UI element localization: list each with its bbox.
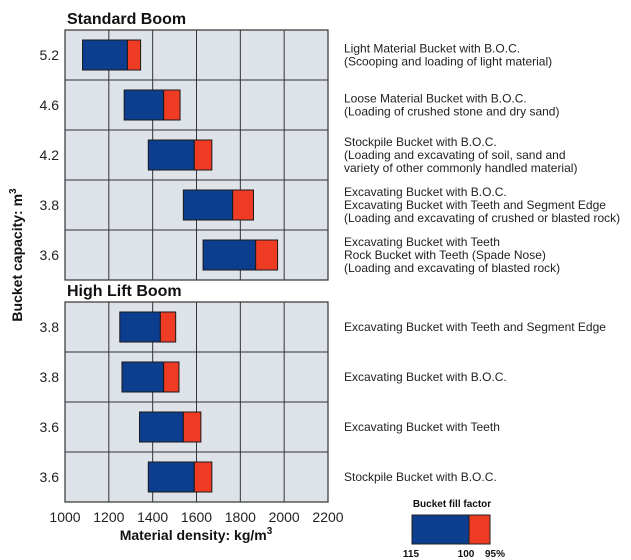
- bar-fill-115-100: [119, 311, 161, 343]
- bucket-description: Excavating Bucket with B.O.C. Excavating …: [344, 185, 620, 225]
- y-tick-label: 3.8: [40, 369, 60, 385]
- legend-fill-100-95: [468, 514, 491, 545]
- chart-marks: [82, 39, 279, 493]
- bar-fill-115-100: [147, 461, 195, 493]
- legend-label-100: 100: [458, 549, 475, 560]
- x-tick-label: 2000: [269, 509, 300, 525]
- legend-fill-115-100: [411, 514, 470, 545]
- y-tick-label: 3.8: [40, 319, 60, 335]
- bar-fill-115-100: [139, 411, 184, 443]
- bar-fill-115-100: [82, 39, 128, 71]
- bar-fill-100-95: [193, 139, 213, 171]
- x-tick-label: 1600: [181, 509, 212, 525]
- y-tick-label: 3.6: [40, 419, 60, 435]
- y-tick-label: 5.2: [40, 47, 60, 63]
- bar-fill-115-100: [123, 89, 165, 121]
- x-tick-label: 1200: [93, 509, 124, 525]
- bucket-description: Stockpile Bucket with B.O.C. (Loading and…: [344, 135, 577, 175]
- chart-labels: Standard Boom 5.2 Light Material Bucket wi…: [40, 11, 621, 525]
- bucket-description: Light Material Bucket with B.O.C. (Scoopi…: [344, 42, 552, 69]
- bar-fill-115-100: [182, 189, 234, 221]
- bar-fill-100-95: [126, 39, 142, 71]
- y-tick-label: 4.6: [40, 97, 60, 113]
- bar-fill-115-100: [147, 139, 195, 171]
- bar-fill-115-100: [202, 239, 257, 271]
- bucket-description: Stockpile Bucket with B.O.C.: [344, 470, 497, 484]
- legend: Bucket fill factor 115 100 95%: [403, 499, 505, 560]
- x-tick-label: 1400: [137, 509, 168, 525]
- bucket-description: Excavating Bucket with Teeth and Segment…: [344, 320, 606, 334]
- bar-fill-100-95: [163, 361, 180, 393]
- bar-fill-100-95: [163, 89, 181, 121]
- bucket-description: Excavating Bucket with Teeth: [344, 420, 500, 434]
- y-tick-label: 3.6: [40, 469, 60, 485]
- legend-label-95: 95%: [485, 549, 505, 560]
- y-tick-label: 3.6: [40, 247, 60, 263]
- bar-fill-100-95: [193, 461, 213, 493]
- section-title: High Lift Boom: [67, 283, 182, 300]
- legend-title: Bucket fill factor: [413, 499, 491, 510]
- bar-fill-100-95: [159, 311, 177, 343]
- bar-fill-115-100: [121, 361, 165, 393]
- x-tick-label: 1000: [49, 509, 80, 525]
- chart-panels: [64, 29, 329, 503]
- legend-label-115: 115: [403, 549, 420, 560]
- bar-fill-100-95: [232, 189, 254, 221]
- section-title: Standard Boom: [67, 11, 186, 28]
- x-tick-label: 2200: [312, 509, 343, 525]
- bucket-description: Excavating Bucket with B.O.C.: [344, 370, 507, 384]
- bar-fill-100-95: [182, 411, 202, 443]
- bucket-description: Loose Material Bucket with B.O.C. (Loadin…: [344, 92, 559, 119]
- y-axis-label: Bucket capacity: m3: [8, 188, 25, 322]
- x-axis-label: Material density: kg/m3: [120, 526, 273, 543]
- x-tick-label: 1800: [225, 509, 256, 525]
- y-tick-label: 3.8: [40, 197, 60, 213]
- bucket-description: Excavating Bucket with Teeth Rock Bucket …: [344, 235, 560, 275]
- y-tick-label: 4.2: [40, 147, 60, 163]
- bar-fill-100-95: [255, 239, 279, 271]
